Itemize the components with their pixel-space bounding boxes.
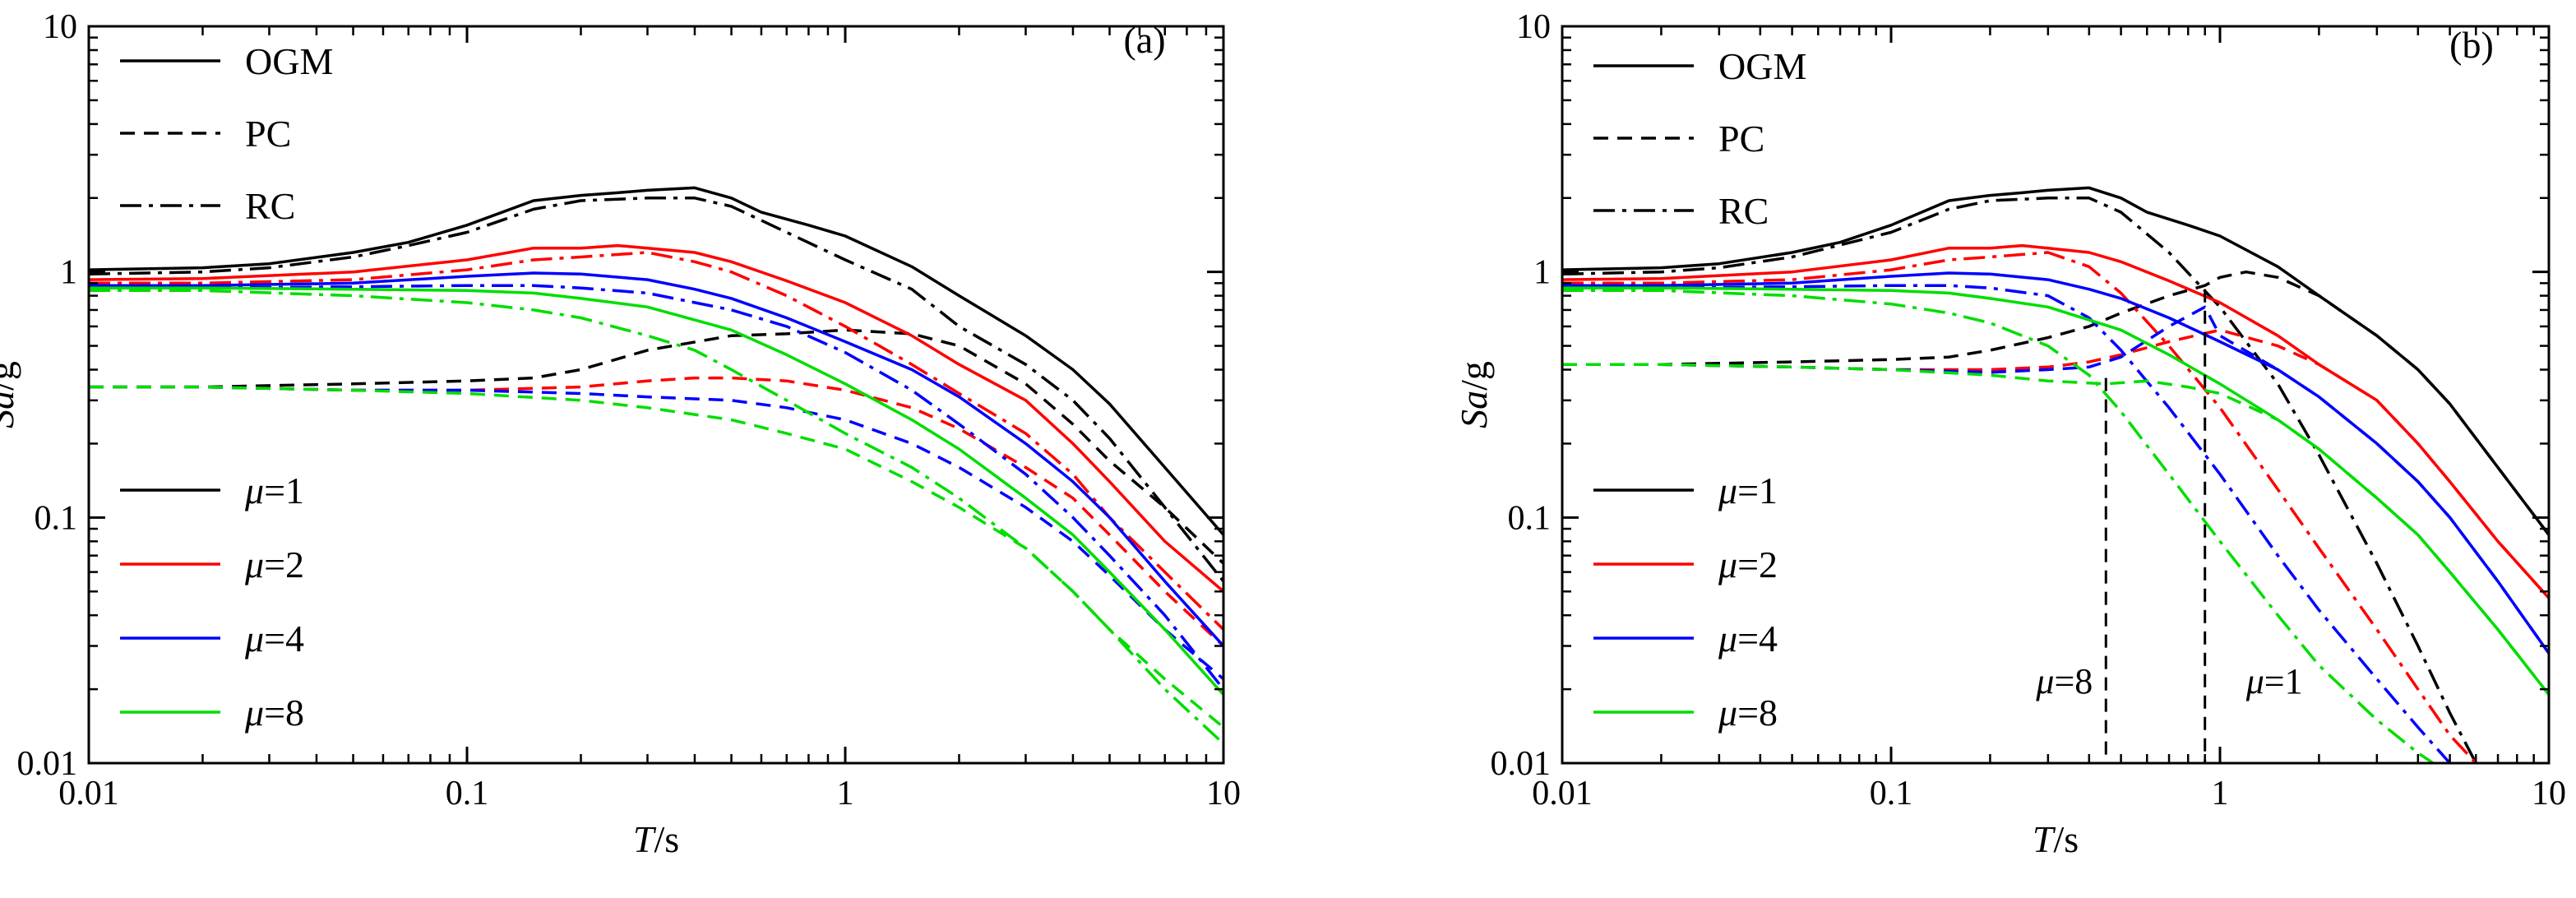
x-tick-label: 0.01 bbox=[1532, 775, 1593, 812]
panel-label: (b) bbox=[2449, 24, 2494, 66]
series-line-mu1-rc bbox=[89, 197, 1223, 582]
series-line-mu2-ogm bbox=[89, 243, 1223, 593]
series-line-mu4-pc bbox=[1562, 305, 2549, 655]
legend-color-label-mu1: μ=1 bbox=[1718, 470, 1778, 511]
legend-style-label-pc: PC bbox=[1718, 118, 1764, 160]
y-tick-label: 10 bbox=[43, 8, 77, 46]
x-tick-label: 10 bbox=[1206, 775, 1241, 812]
series-line-mu4-rc bbox=[1562, 284, 2451, 763]
series-line-mu8-rc bbox=[1562, 289, 2436, 763]
x-tick-label: 1 bbox=[837, 775, 854, 812]
panel-b: μ=8 μ=1 0.01 0.1 1 10 0.01 0.1 1 10 T/s Sa/g (b) OGM P… bbox=[1453, 8, 2566, 860]
x-axis-title: T/s bbox=[633, 818, 679, 860]
legend-color-label-mu8: μ=8 bbox=[244, 692, 304, 734]
axes-frame bbox=[1561, 25, 2551, 765]
y-tick-label: 1 bbox=[1533, 254, 1551, 292]
legend-color-label-mu1: μ=1 bbox=[244, 470, 304, 511]
y-tick-label: 10 bbox=[1516, 8, 1551, 46]
series-line-mu1-pc bbox=[89, 328, 1223, 565]
series-line-mu1-ogm bbox=[89, 186, 1223, 536]
x-tick-label: 0.1 bbox=[446, 775, 489, 812]
legend-color-label-mu4: μ=4 bbox=[1718, 618, 1778, 660]
y-tick-label: 1 bbox=[60, 254, 77, 292]
legend-style-label-pc: PC bbox=[245, 113, 291, 155]
panel-label: (a) bbox=[1123, 19, 1165, 61]
series-line-mu1-pc bbox=[1562, 270, 2549, 536]
series-group bbox=[89, 186, 1223, 745]
x-axis-title: T/s bbox=[2033, 818, 2079, 860]
series-line-mu1-rc bbox=[1562, 197, 2477, 763]
series-line-mu4-pc bbox=[89, 385, 1223, 681]
legend-style-label-ogm: OGM bbox=[245, 40, 333, 82]
panel-a: 0.01 0.1 1 10 0.01 0.1 1 10 T/s Sa/g (a) OGM PC RC μ=1… bbox=[0, 8, 1241, 860]
x-tick-label: 0.01 bbox=[58, 775, 119, 812]
y-axis-title: Sa/g bbox=[1453, 361, 1495, 428]
series-line-mu4-ogm bbox=[1562, 271, 2549, 655]
x-tick-label: 10 bbox=[2532, 775, 2566, 812]
legend-style-label-rc: RC bbox=[1718, 190, 1769, 232]
annotation-label-mu8: μ=8 bbox=[2035, 661, 2093, 701]
annotation-label-mu1: μ=1 bbox=[2245, 661, 2303, 701]
y-tick-label: 0.1 bbox=[1508, 499, 1552, 537]
legend-color-label-mu2: μ=2 bbox=[244, 544, 304, 586]
axes-frame bbox=[87, 25, 1225, 765]
series-line-mu8-ogm bbox=[1562, 286, 2549, 696]
series-line-mu4-rc bbox=[89, 284, 1223, 691]
y-tick-label: 0.01 bbox=[1491, 745, 1552, 783]
series-line-mu8-ogm bbox=[89, 286, 1223, 696]
legend-style-label-rc: RC bbox=[245, 185, 295, 227]
y-tick-label: 0.1 bbox=[35, 499, 78, 537]
x-tick-label: 0.1 bbox=[1870, 775, 1913, 812]
series-line-mu8-pc bbox=[1562, 363, 2549, 696]
series-line-mu2-pc bbox=[89, 376, 1223, 647]
series-line-mu1-ogm bbox=[1562, 186, 2549, 536]
series-line-mu2-rc bbox=[1562, 251, 2477, 763]
legend-color-label-mu4: μ=4 bbox=[244, 618, 304, 660]
legend-color-label-mu8: μ=8 bbox=[1718, 692, 1778, 734]
y-tick-label: 0.01 bbox=[17, 745, 78, 783]
series-line-mu4-ogm bbox=[89, 271, 1223, 647]
series-line-mu8-rc bbox=[89, 289, 1223, 745]
series-group bbox=[1562, 186, 2549, 763]
x-tick-label: 1 bbox=[2212, 775, 2229, 812]
legend-color-label-mu2: μ=2 bbox=[1718, 544, 1778, 586]
series-line-mu2-rc bbox=[89, 251, 1223, 631]
y-axis-title: Sa/g bbox=[0, 361, 21, 428]
legend-style-label-ogm: OGM bbox=[1718, 45, 1806, 87]
